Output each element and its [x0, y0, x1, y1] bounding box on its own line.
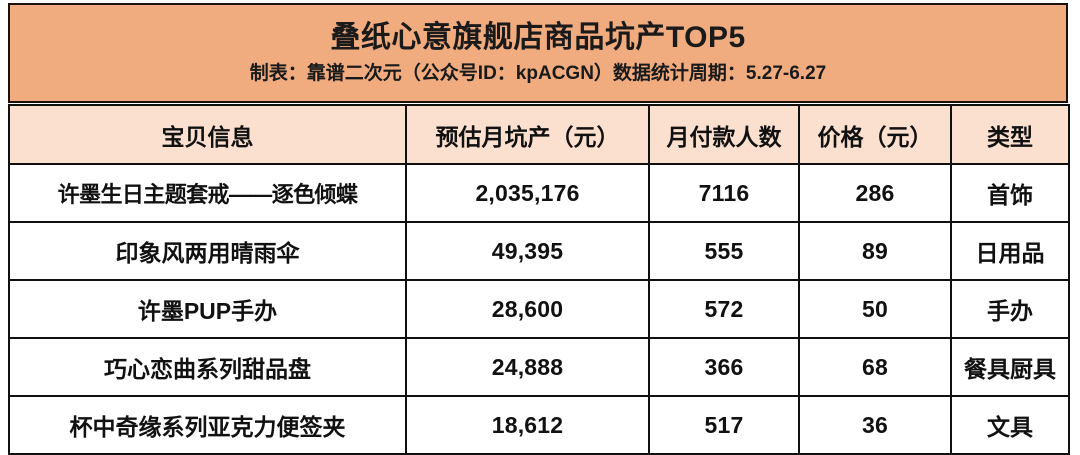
table-header-row: 宝贝信息 预估月坑产（元） 月付款人数 价格（元） 类型: [8, 104, 1070, 165]
cell-gmv: 18,612: [405, 395, 650, 455]
cell-buyer-count: 555: [648, 221, 800, 281]
cell-product-name: 印象风两用晴雨伞: [8, 221, 407, 281]
cell-price: 68: [798, 337, 952, 397]
table-row: 许墨PUP手办 28,600 572 50 手办: [8, 279, 1070, 339]
table-row: 杯中奇缘系列亚克力便签夹 18,612 517 36 文具: [8, 395, 1070, 455]
report-banner: 叠纸心意旗舰店商品坑产TOP5 制表：靠谱二次元（公众号ID：kpACGN）数据…: [8, 3, 1068, 103]
cell-category: 餐具厨具: [950, 337, 1070, 397]
cell-gmv: 24,888: [405, 337, 650, 397]
column-header-price: 价格（元）: [798, 104, 952, 165]
cell-buyer-count: 572: [648, 279, 800, 339]
product-ranking-table: 宝贝信息 预估月坑产（元） 月付款人数 价格（元） 类型 许墨生日主题套戒——逐…: [8, 104, 1070, 455]
column-header-name: 宝贝信息: [8, 104, 407, 165]
cell-category: 手办: [950, 279, 1070, 339]
table-row: 许墨生日主题套戒——逐色倾蝶 2,035,176 7116 286 首饰: [8, 163, 1070, 223]
cell-buyer-count: 7116: [648, 163, 800, 223]
cell-category: 首饰: [950, 163, 1070, 223]
cell-category: 日用品: [950, 221, 1070, 281]
cell-gmv: 49,395: [405, 221, 650, 281]
cell-price: 286: [798, 163, 952, 223]
table-header: 宝贝信息 预估月坑产（元） 月付款人数 价格（元） 类型: [8, 104, 1070, 165]
cell-category: 文具: [950, 395, 1070, 455]
report-subtitle: 制表：靠谱二次元（公众号ID：kpACGN）数据统计周期：5.27-6.27: [249, 63, 827, 85]
cell-price: 89: [798, 221, 952, 281]
cell-product-name: 巧心恋曲系列甜品盘: [8, 337, 407, 397]
column-header-buyer: 月付款人数: [648, 104, 800, 165]
cell-gmv: 28,600: [405, 279, 650, 339]
cell-buyer-count: 366: [648, 337, 800, 397]
table-body: 许墨生日主题套戒——逐色倾蝶 2,035,176 7116 286 首饰 印象风…: [8, 163, 1070, 455]
cell-price: 36: [798, 395, 952, 455]
report-root: 叠纸心意旗舰店商品坑产TOP5 制表：靠谱二次元（公众号ID：kpACGN）数据…: [8, 3, 1070, 455]
cell-product-name: 杯中奇缘系列亚克力便签夹: [8, 395, 407, 455]
cell-product-name: 许墨生日主题套戒——逐色倾蝶: [8, 163, 407, 223]
cell-gmv: 2,035,176: [405, 163, 650, 223]
table-row: 巧心恋曲系列甜品盘 24,888 366 68 餐具厨具: [8, 337, 1070, 397]
cell-buyer-count: 517: [648, 395, 800, 455]
cell-product-name: 许墨PUP手办: [8, 279, 407, 339]
column-header-gmv: 预估月坑产（元）: [405, 104, 650, 165]
column-header-type: 类型: [950, 104, 1070, 165]
report-title: 叠纸心意旗舰店商品坑产TOP5: [330, 20, 746, 54]
table-row: 印象风两用晴雨伞 49,395 555 89 日用品: [8, 221, 1070, 281]
cell-price: 50: [798, 279, 952, 339]
